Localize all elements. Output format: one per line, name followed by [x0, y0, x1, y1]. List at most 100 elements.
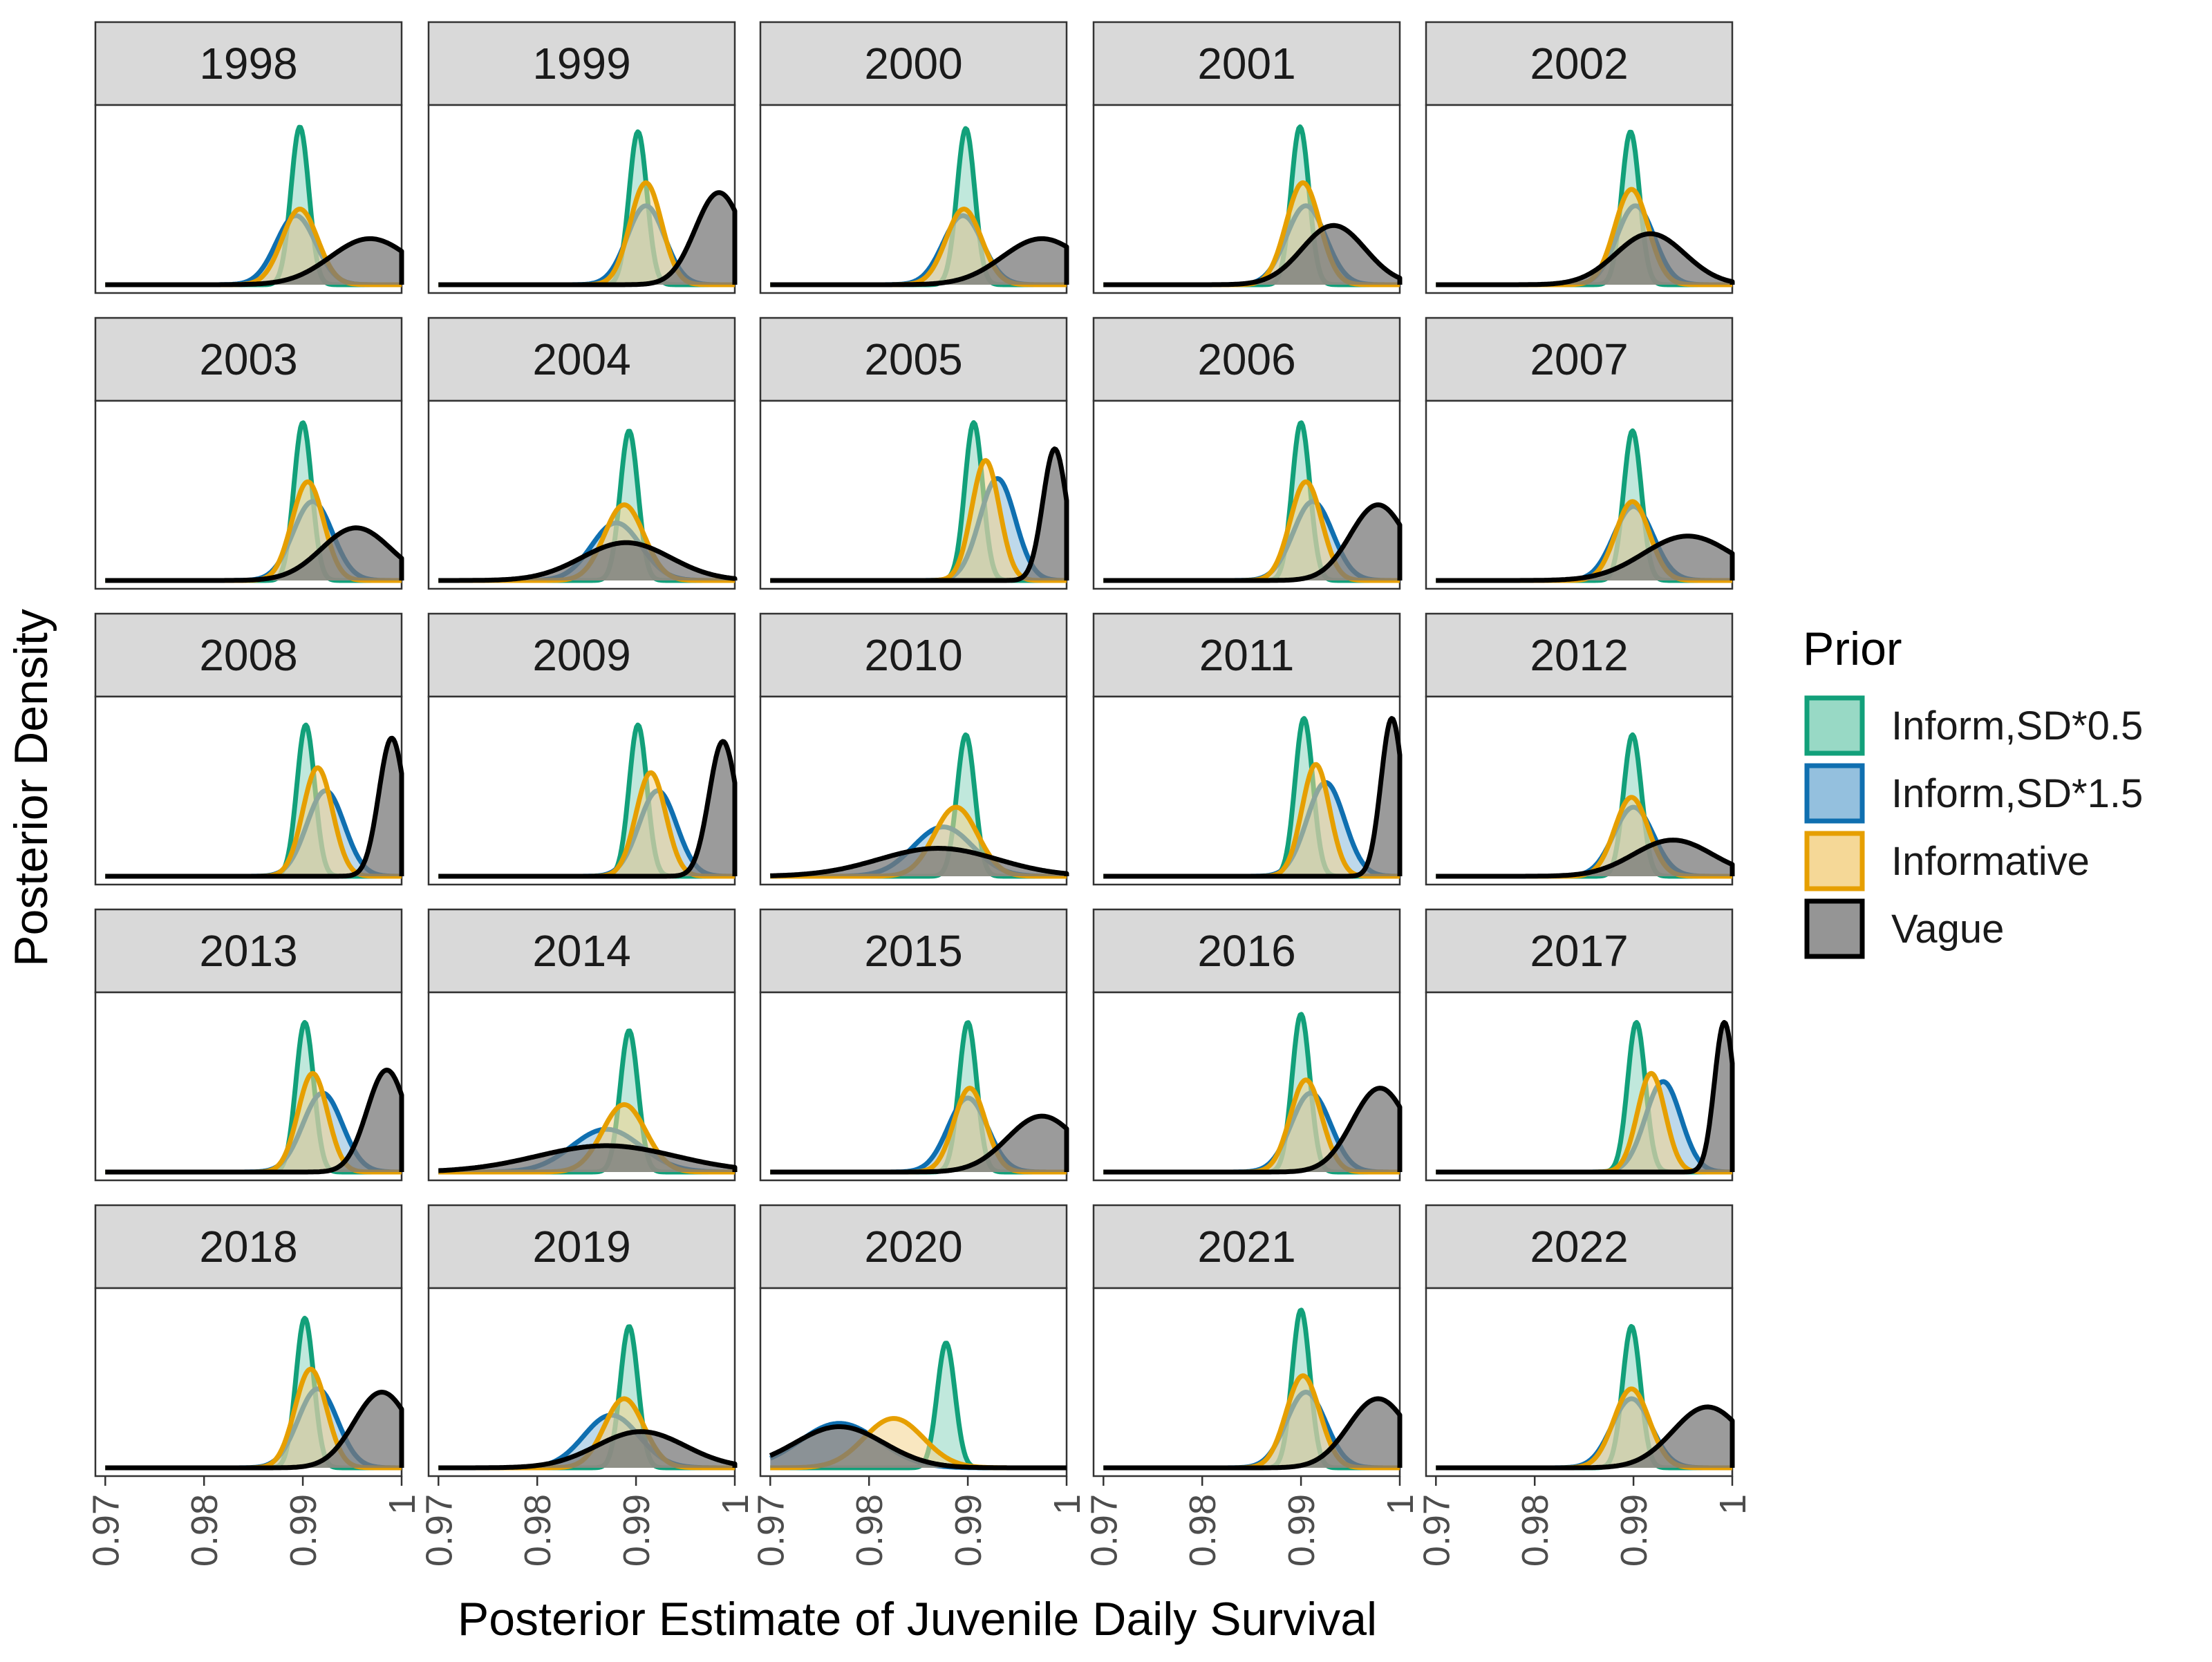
density-line-vague: [437, 1429, 738, 1471]
x-tick-label: 0.99: [948, 1494, 989, 1567]
x-tick-label: 0.97: [750, 1494, 791, 1567]
density-line-vague: [769, 846, 1069, 878]
density-fill-informative: [770, 460, 1067, 580]
density-fill-vague: [1103, 225, 1400, 285]
facet-2005: 2005: [759, 317, 1069, 590]
legend-item: Informative: [1804, 831, 2090, 891]
facet-strip: [1092, 908, 1401, 994]
density-line-vague: [1434, 838, 1735, 879]
x-tick-label: 0.98: [849, 1494, 890, 1567]
density-line-vague: [437, 190, 738, 287]
facet-label: 1999: [532, 39, 630, 88]
density-line-vague: [1434, 533, 1735, 583]
legend-title: Prior: [1803, 623, 1902, 675]
x-axis-title: Posterior Estimate of Juvenile Daily Sur…: [458, 1593, 1377, 1645]
facet-strip: [1092, 21, 1401, 106]
legend-item: Inform,SD*0.5: [1804, 695, 2143, 756]
x-tick-label: 0.98: [184, 1494, 225, 1567]
facet-2003: 2003: [94, 317, 404, 590]
facet-label: 2006: [1197, 334, 1295, 384]
density-fill-informative: [1436, 1073, 1732, 1172]
facet-label: 2021: [1197, 1222, 1295, 1272]
density-line-vague: [1102, 502, 1403, 583]
x-tick-label: 1: [1712, 1494, 1754, 1515]
legend-key: [1804, 695, 1865, 756]
density-line-vague: [1102, 223, 1403, 287]
facet-2020: 2020 0.97 0.98 0.99 1: [750, 1204, 1088, 1567]
facet-strip: [759, 908, 1068, 994]
density-line-vague: [769, 236, 1069, 287]
facet-2022: 2022 0.97 0.98 0.99 1: [1416, 1204, 1754, 1567]
density-fill-vague: [770, 1116, 1067, 1172]
density-fill-vague: [1436, 840, 1732, 876]
x-tick-label: 0.98: [517, 1494, 559, 1567]
facet-2015: 2015: [759, 908, 1069, 1182]
facet-2013: 2013: [94, 908, 404, 1182]
density-line-vague: [1102, 716, 1403, 879]
density-line-vague: [769, 1424, 1068, 1471]
density-fill-informative: [105, 1073, 402, 1172]
facet-label: 2014: [532, 926, 630, 976]
density-fill-vague: [770, 1426, 1067, 1468]
facet-2006: 2006: [1092, 317, 1403, 590]
x-tick-label: 0.99: [1613, 1494, 1655, 1567]
facet-label: 2011: [1199, 630, 1295, 680]
facets-layer: 1998 1999 2000 2001 2002 2003 2004 2005 2006 2007…: [85, 21, 1754, 1567]
density-fill-vague: [105, 527, 402, 580]
legend-label: Vague: [1891, 907, 2004, 952]
facet-label: 2013: [199, 926, 297, 976]
legend-label: Inform,SD*1.5: [1891, 771, 2143, 816]
facet-label: 2019: [532, 1222, 630, 1272]
x-tick-label: 0.99: [283, 1494, 324, 1567]
facet-1999: 1999: [427, 21, 738, 294]
facet-2009: 2009: [427, 612, 738, 886]
density-line-vague: [104, 735, 404, 879]
facet-label: 2004: [532, 334, 630, 384]
facet-strip: [427, 21, 736, 106]
facet-2008: 2008: [94, 612, 404, 886]
facet-2002: 2002: [1425, 21, 1735, 294]
density-fill-vague: [105, 238, 402, 285]
facet-2001: 2001: [1092, 21, 1403, 294]
facet-strip: [759, 1204, 1068, 1290]
facet-label: 2018: [199, 1222, 297, 1272]
density-fill-vague: [770, 238, 1067, 285]
legend-key: [1804, 898, 1865, 959]
facet-label: 2022: [1530, 1222, 1628, 1272]
facet-2011: 2011: [1092, 612, 1403, 886]
facet-2014: 2014: [427, 908, 738, 1182]
y-axis-title: Posterior Density: [5, 609, 57, 967]
facet-strip: [1425, 317, 1734, 402]
facet-label: 2000: [864, 39, 962, 88]
x-tick-label: 1: [382, 1494, 423, 1515]
facet-label: 2008: [199, 630, 297, 680]
legend: Prior Inform,SD*0.5 Inform,SD*1.5 Informat…: [1803, 623, 2143, 959]
density-fill-vague: [438, 192, 735, 285]
x-tick-label: 0.98: [1182, 1494, 1224, 1567]
facet-label: 2017: [1530, 926, 1628, 976]
facet-2016: 2016: [1092, 908, 1403, 1182]
legend-item: Inform,SD*1.5: [1804, 763, 2143, 824]
density-fill-vague: [438, 741, 735, 876]
facet-strip: [759, 21, 1068, 106]
x-tick-label: 1: [1380, 1494, 1421, 1515]
legend-entries: Inform,SD*0.5 Inform,SD*1.5 Informative Vag…: [1804, 695, 2143, 959]
legend-item: Vague: [1804, 898, 2004, 959]
legend-key: [1804, 763, 1865, 824]
density-line-vague: [769, 1113, 1069, 1175]
facet-strip: [1425, 908, 1734, 994]
density-fill-vague: [105, 1070, 402, 1172]
x-tick-label: 1: [1047, 1494, 1088, 1515]
density-line-vague: [437, 1143, 738, 1173]
density-fill-vague: [438, 1431, 735, 1468]
facet-strip: [759, 612, 1068, 698]
density-fill-vague: [1436, 234, 1732, 285]
facet-1998: 1998: [94, 21, 404, 294]
facet-label: 2015: [864, 926, 962, 976]
facet-2018: 2018 0.97 0.98 0.99 1: [85, 1204, 423, 1567]
density-fill-vague: [770, 448, 1067, 580]
x-tick-label: 0.99: [616, 1494, 657, 1567]
x-tick-label: 1: [715, 1494, 756, 1515]
